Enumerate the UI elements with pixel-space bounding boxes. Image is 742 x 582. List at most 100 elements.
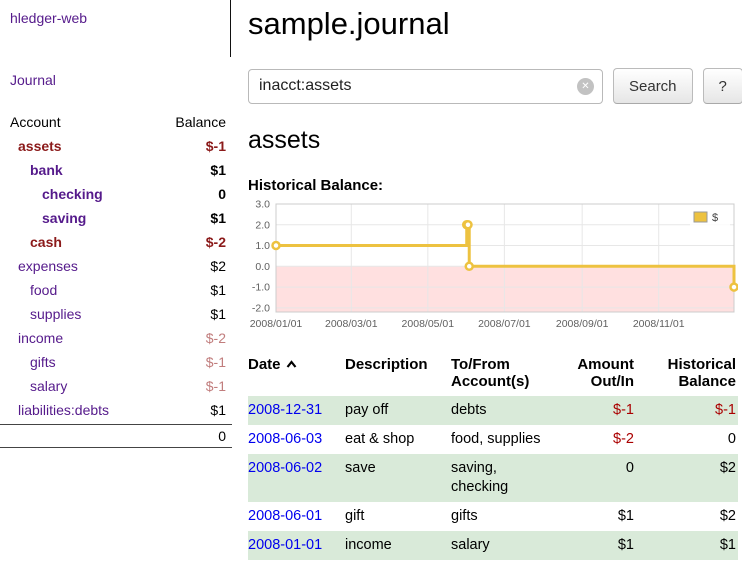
app-title-link[interactable]: hledger-web [10, 10, 88, 26]
amount-cell: $-1 [613, 402, 634, 418]
register-header-amount: Amount Out/In [551, 354, 634, 396]
balance-cell: $2 [719, 508, 736, 524]
account-link[interactable]: income [18, 330, 64, 346]
account-link[interactable]: assets [18, 138, 62, 154]
account-link[interactable]: saving [42, 210, 87, 226]
y-tick-label: -1.0 [252, 282, 270, 294]
account-balance: $-1 [205, 138, 226, 154]
account-link[interactable]: expenses [18, 258, 78, 274]
amount-cell: 0 [625, 460, 634, 476]
account-link[interactable]: salary [30, 378, 68, 394]
register-header-description: Description [345, 354, 451, 396]
register-row: 2008-06-02 save saving, checking 0 $2 [248, 454, 738, 502]
register-header-date[interactable]: Date [248, 354, 345, 396]
help-button[interactable]: ? [702, 68, 742, 104]
account-row: cash $-2 [0, 230, 232, 254]
amount-cell: $1 [617, 508, 634, 524]
accounts-header-account: Account [10, 114, 61, 130]
amount-cell: $-2 [613, 431, 634, 447]
date-cell: 2008-01-01 [248, 531, 345, 560]
account-balance: $1 [210, 210, 226, 226]
date-link[interactable]: 2008-06-02 [248, 460, 323, 476]
account-row: bank $1 [0, 158, 232, 182]
x-tick-label: 2008/03/01 [325, 318, 378, 330]
date-link[interactable]: 2008-12-31 [248, 402, 323, 418]
x-tick-label: 2008/09/01 [556, 318, 609, 330]
search-button[interactable]: Search [613, 68, 693, 104]
y-tick-label: 0.0 [255, 261, 270, 273]
account-row: income $-2 [0, 326, 232, 350]
balance-cell: $2 [719, 460, 736, 476]
account-row: checking 0 [0, 182, 232, 206]
account-balance: $1 [210, 282, 226, 298]
register-row: 2008-06-01 gift gifts $1 $2 [248, 502, 738, 531]
account-balance: 0 [218, 186, 226, 202]
account-link[interactable]: cash [30, 234, 62, 250]
account-balance: $-1 [205, 378, 226, 394]
data-point-marker [463, 220, 473, 230]
x-tick-label: 2008/11/01 [633, 318, 685, 330]
negative-region [276, 266, 734, 312]
main-content: sample.journal ✕ Search ? assets Histori… [248, 0, 742, 560]
amount-header-label: Amount Out/In [577, 356, 634, 390]
accounts-header-balance: Balance [175, 114, 226, 130]
account-link[interactable]: supplies [30, 306, 82, 322]
account-balance: $1 [210, 402, 226, 418]
balance-cell: $1 [719, 537, 736, 553]
register-row: 2008-01-01 income salary $1 $1 [248, 531, 738, 560]
data-point-marker [271, 240, 281, 251]
sidebar: hledger-web Journal Account Balance asse… [0, 0, 232, 448]
app-title: hledger-web [10, 10, 232, 26]
accounts-table-header: Account Balance [0, 110, 232, 134]
search-input[interactable] [248, 68, 603, 104]
accounts-total-value: 0 [218, 428, 226, 444]
register-header-accounts: To/From Account(s) [451, 354, 551, 396]
register-row: 2008-12-31 pay off debts $-1 $-1 [248, 396, 738, 425]
y-tick-label: 2.0 [255, 219, 270, 231]
account-balance: $-2 [205, 330, 226, 346]
legend-swatch-icon [693, 211, 708, 223]
date-link[interactable]: 2008-06-01 [248, 508, 323, 524]
account-link[interactable]: food [30, 282, 58, 298]
balance-chart[interactable]: 3.0 2.0 1.0 0.0 -1.0 -2.0 2008/01/01 2008/03/01… [248, 199, 739, 340]
date-link[interactable]: 2008-06-03 [248, 431, 323, 447]
y-tick-label: 3.0 [255, 200, 270, 211]
x-tick-label: 2008/07/01 [478, 318, 531, 330]
x-tick-label: 2008/05/01 [402, 318, 455, 330]
y-tick-label: -2.0 [252, 302, 270, 314]
accounts-table-body: assets $-1 bank $1 checking 0 saving $1 cash $-2 e… [0, 134, 232, 422]
sidebar-item-journal[interactable]: Journal [10, 72, 56, 88]
clear-search-icon[interactable]: ✕ [577, 77, 594, 95]
accounts-cell: food, supplies [451, 431, 541, 447]
accounts-cell: debts [451, 402, 487, 418]
accounts-cell: gifts [451, 508, 478, 524]
x-tick-label: 2008/01/01 [250, 318, 303, 330]
date-link[interactable]: 2008-01-01 [248, 537, 323, 553]
amount-cell: $1 [617, 537, 634, 553]
date-cell: 2008-06-01 [248, 502, 345, 531]
y-tick-label: 1.0 [255, 240, 270, 252]
account-row: gifts $-1 [0, 350, 232, 374]
register-row: 2008-06-03 eat & shop food, supplies $-2 0 [248, 425, 738, 454]
account-row: liabilities:debts $1 [0, 398, 232, 422]
account-link[interactable]: liabilities:debts [18, 402, 110, 418]
balance-cell: $-1 [715, 402, 736, 418]
accounts-cell: salary [451, 537, 490, 553]
account-row: saving $1 [0, 206, 232, 230]
register-table-body: 2008-12-31 pay off debts $-1 $-1 2008-06-03 ea… [248, 396, 738, 560]
account-link[interactable]: checking [42, 186, 103, 202]
plot-border [275, 203, 735, 313]
account-balance: $-2 [205, 234, 226, 250]
data-point-marker [464, 261, 474, 272]
account-balance: $1 [210, 306, 226, 322]
description-cell: gift [345, 508, 365, 524]
date-cell: 2008-06-02 [248, 454, 345, 502]
accounts-table: Account Balance assets $-1 bank $1 checking 0… [0, 110, 232, 448]
sidebar-divider [230, 0, 231, 57]
account-link[interactable]: bank [30, 162, 63, 178]
account-link[interactable]: gifts [30, 354, 56, 370]
account-balance: $1 [210, 162, 226, 178]
account-row: food $1 [0, 278, 232, 302]
accounts-header-label: To/From Account(s) [451, 356, 530, 390]
sort-ascending-icon [286, 360, 296, 368]
